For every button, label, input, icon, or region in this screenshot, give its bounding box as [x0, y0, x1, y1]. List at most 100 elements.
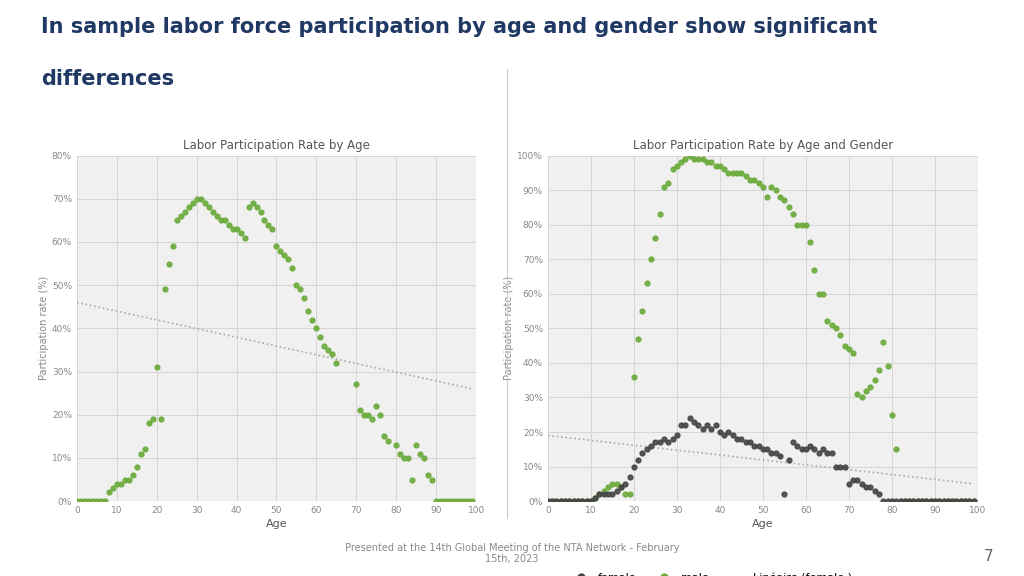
Point — [790, 441, 806, 450]
Point — [237, 233, 253, 242]
Point — [962, 497, 978, 506]
Point — [553, 497, 569, 506]
Point — [694, 424, 711, 433]
Point — [677, 420, 693, 430]
Point — [136, 445, 153, 454]
Point — [456, 497, 472, 506]
Point — [682, 414, 698, 423]
Point — [833, 331, 849, 340]
Point — [892, 497, 908, 506]
Point — [794, 445, 810, 454]
Point — [741, 175, 758, 184]
Point — [940, 497, 956, 506]
Point — [931, 497, 947, 506]
Point — [289, 281, 305, 290]
Point — [927, 497, 943, 506]
Point — [716, 165, 732, 174]
Point — [815, 445, 831, 454]
Point — [285, 263, 301, 272]
Point — [919, 497, 935, 506]
Point — [703, 424, 720, 433]
Point — [153, 415, 169, 424]
Point — [841, 479, 857, 488]
Point — [919, 497, 935, 506]
Point — [923, 497, 939, 506]
Point — [905, 497, 922, 506]
Point — [819, 317, 836, 326]
Point — [780, 455, 797, 464]
Point — [92, 497, 109, 506]
Point — [694, 154, 711, 164]
Point — [304, 315, 321, 324]
Point — [729, 168, 745, 177]
Point — [165, 242, 181, 251]
Point — [880, 497, 896, 506]
Point — [591, 490, 607, 499]
Point — [440, 497, 457, 506]
Point — [790, 220, 806, 229]
Point — [583, 497, 599, 506]
Point — [944, 497, 961, 506]
Point — [574, 497, 591, 506]
Point — [708, 161, 724, 170]
Point — [733, 168, 750, 177]
Point — [634, 448, 650, 457]
Point — [216, 216, 232, 225]
Point — [733, 434, 750, 444]
Point — [369, 401, 385, 411]
Point — [798, 445, 814, 454]
Point — [651, 438, 668, 447]
Point — [948, 497, 965, 506]
Point — [360, 410, 377, 419]
Point — [553, 497, 569, 506]
Point — [188, 194, 205, 203]
Point — [209, 211, 225, 221]
Point — [811, 448, 827, 457]
Point — [944, 497, 961, 506]
Point — [837, 341, 853, 350]
Point — [956, 497, 973, 506]
Point — [897, 497, 913, 506]
Point — [690, 154, 707, 164]
Point — [682, 151, 698, 160]
Point — [892, 497, 908, 506]
Point — [600, 483, 616, 492]
Point — [604, 479, 621, 488]
Point — [245, 198, 261, 207]
Point — [201, 203, 217, 212]
Point — [716, 431, 732, 440]
Point — [677, 154, 693, 164]
Point — [720, 427, 736, 437]
Point — [643, 255, 659, 264]
Point — [193, 194, 209, 203]
Text: differences: differences — [41, 69, 174, 89]
Point — [866, 486, 883, 495]
Point — [673, 420, 689, 430]
Point — [256, 216, 272, 225]
Point — [540, 497, 556, 506]
Point — [647, 234, 664, 243]
Point — [888, 497, 904, 506]
Point — [630, 455, 646, 464]
Point — [823, 320, 840, 329]
Point — [660, 438, 677, 447]
Point — [591, 490, 607, 499]
Point — [376, 432, 392, 441]
Point — [617, 490, 634, 499]
Point — [176, 207, 193, 217]
Point — [321, 345, 337, 354]
Point — [884, 497, 900, 506]
Point — [931, 497, 947, 506]
Point — [424, 475, 440, 484]
Point — [356, 410, 373, 419]
Point — [639, 279, 655, 288]
Point — [948, 497, 965, 506]
Point — [220, 220, 237, 229]
Point — [909, 497, 926, 506]
Point — [232, 229, 249, 238]
Point — [212, 216, 228, 225]
Point — [784, 210, 801, 219]
Point — [452, 497, 468, 506]
Point — [587, 493, 603, 502]
Title: Labor Participation Rate by Age: Labor Participation Rate by Age — [183, 139, 370, 151]
